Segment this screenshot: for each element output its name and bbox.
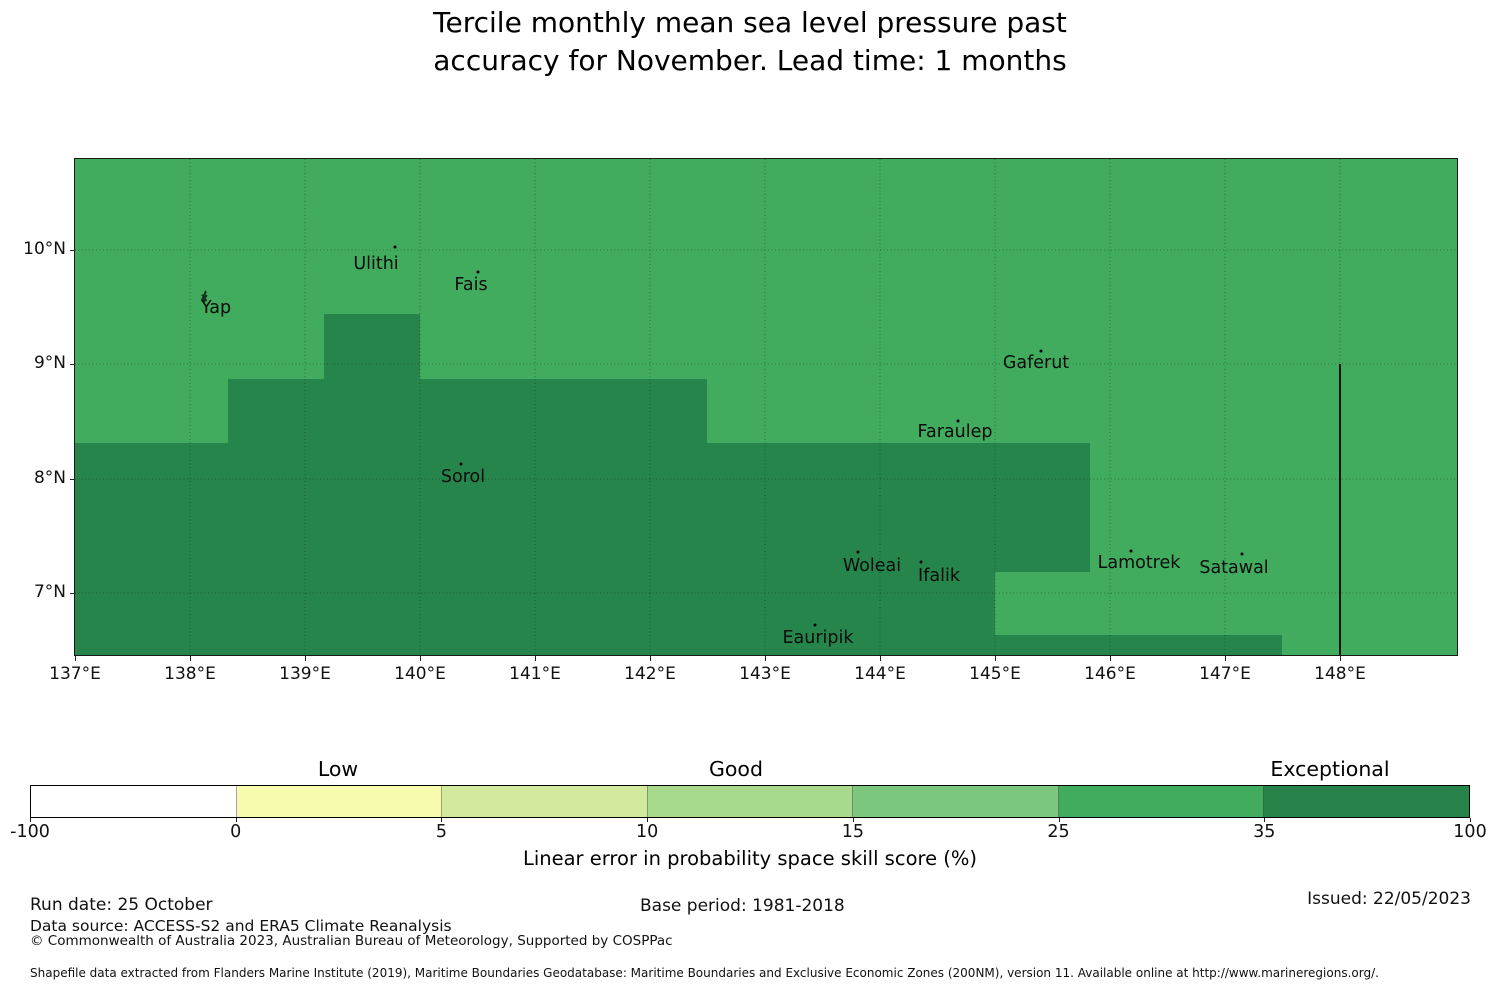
x-tick-mark [1225,656,1226,661]
yap-island-label: Yap [200,298,232,318]
copyright-text: © Commonwealth of Australia 2023, Austra… [30,933,673,949]
x-tick-label: 146°E [1084,664,1136,684]
x-tick-mark [880,656,881,661]
x-tick-label: 137°E [49,664,101,684]
ulithi-island-label: Ulithi [353,254,399,274]
colorbar-tick-mark [852,818,854,822]
chart-title: Tercile monthly mean sea level pressure … [0,4,1500,80]
y-tick-label: 7°N [33,582,66,602]
x-tick-mark [995,656,996,661]
x-tick-mark [420,656,421,661]
colorbar-tick-label: 25 [1047,822,1070,842]
colorbar-category-good: Good [709,757,763,781]
sorol-island-label: Sorol [440,467,486,487]
x-tick-label: 139°E [279,664,331,684]
x-tick-mark [650,656,651,661]
fais-island-marker [476,270,480,274]
colorbar-tick-mark [441,818,443,822]
lamotrek-island-label: Lamotrek [1097,553,1181,573]
x-tick-mark [535,656,536,661]
colorbar-tick-mark [647,818,649,822]
x-tick-mark [75,656,76,661]
woleai-island-label: Woleai [842,556,902,576]
x-tick-label: 145°E [969,664,1021,684]
y-tick-mark [70,593,75,594]
base-period-text: Base period: 1981-2018 [640,896,845,916]
high-skill-region [75,314,1282,655]
colorbar-segment-25-to-35 [1058,786,1265,817]
chart-title-line1: Tercile monthly mean sea level pressure … [433,6,1067,39]
faraulep-island-marker [956,419,960,423]
colorbar-segment-35-to-100 [1264,786,1470,817]
colorbar-category-exceptional: Exceptional [1270,757,1390,781]
x-tick-label: 141°E [509,664,561,684]
y-tick-mark [70,479,75,480]
colorbar-tick-label: 35 [1253,822,1276,842]
colorbar-tick-mark [1058,818,1060,822]
y-tick-label: 9°N [33,353,66,373]
colorbar-segment-15-to-25 [853,786,1059,817]
ifalik-island-label: Ifalik [918,566,960,586]
ifalik-island-marker [919,560,923,564]
x-tick-mark [1340,656,1341,661]
gaferut-island-marker [1039,349,1043,353]
colorbar-tick-label: 100 [1453,822,1487,842]
colorbar-tick-label: 10 [636,822,659,842]
colorbar-tick-mark [1264,818,1266,822]
issued-date-text: Issued: 22/05/2023 [1307,889,1471,909]
x-tick-label: 142°E [624,664,676,684]
eauripik-island-label: Eauripik [782,628,854,648]
x-tick-label: 140°E [394,664,446,684]
colorbar-tick-label: 0 [230,822,242,842]
x-tick-label: 143°E [739,664,791,684]
ulithi-island-marker [393,245,397,249]
colorbar-bar [30,785,1470,818]
y-tick-mark [70,250,75,251]
satawal-island-marker [1240,552,1244,556]
gaferut-island-label: Gaferut [1002,353,1070,373]
woleai-island-marker [856,550,860,554]
colorbar-tick-mark [30,818,31,822]
colorbar-segment-10-to-15 [647,786,854,817]
x-tick-mark [190,656,191,661]
x-tick-mark [765,656,766,661]
y-tick-mark [70,364,75,365]
faraulep-island-label: Faraulep [917,422,993,442]
x-tick-mark [1110,656,1111,661]
colorbar-category-low: Low [317,757,359,781]
colorbar-segment--100-to-0 [31,786,237,817]
colorbar-segment-5-to-10 [442,786,648,817]
colorbar-segment-0-to-5 [236,786,443,817]
map-canvas [75,159,1457,655]
fais-island-label: Fais [454,275,488,295]
x-tick-label: 147°E [1199,664,1251,684]
graticule-gridlines [75,159,1457,655]
shapefile-note-text: Shapefile data extracted from Flanders M… [30,966,1379,980]
colorbar-tick-label: -100 [10,822,50,842]
x-tick-mark [305,656,306,661]
colorbar-tick-mark [235,818,237,822]
y-tick-label: 8°N [33,468,66,488]
colorbar-tick-label: 15 [841,822,864,842]
eauripik-island-marker [813,623,817,627]
colorbar-tick-mark [1470,818,1471,822]
x-tick-label: 148°E [1314,664,1366,684]
x-tick-label: 138°E [164,664,216,684]
chart-title-line2: accuracy for November. Lead time: 1 mont… [433,44,1067,77]
colorbar-tick-label: 5 [435,822,447,842]
lamotrek-island-marker [1129,549,1133,553]
y-tick-label: 10°N [23,239,66,259]
map-plot-area: Yap Ulithi Fais Sorol Gaferut Faraulep Woleai I… [74,158,1458,656]
x-tick-label: 144°E [854,664,906,684]
satawal-island-label: Satawal [1199,558,1269,578]
run-date-text: Run date: 25 October [30,895,213,915]
colorbar-axis-label: Linear error in probability space skill … [522,847,978,870]
sorol-island-marker [459,462,463,466]
data-source-text: Data source: ACCESS-S2 and ERA5 Climate … [30,917,452,935]
